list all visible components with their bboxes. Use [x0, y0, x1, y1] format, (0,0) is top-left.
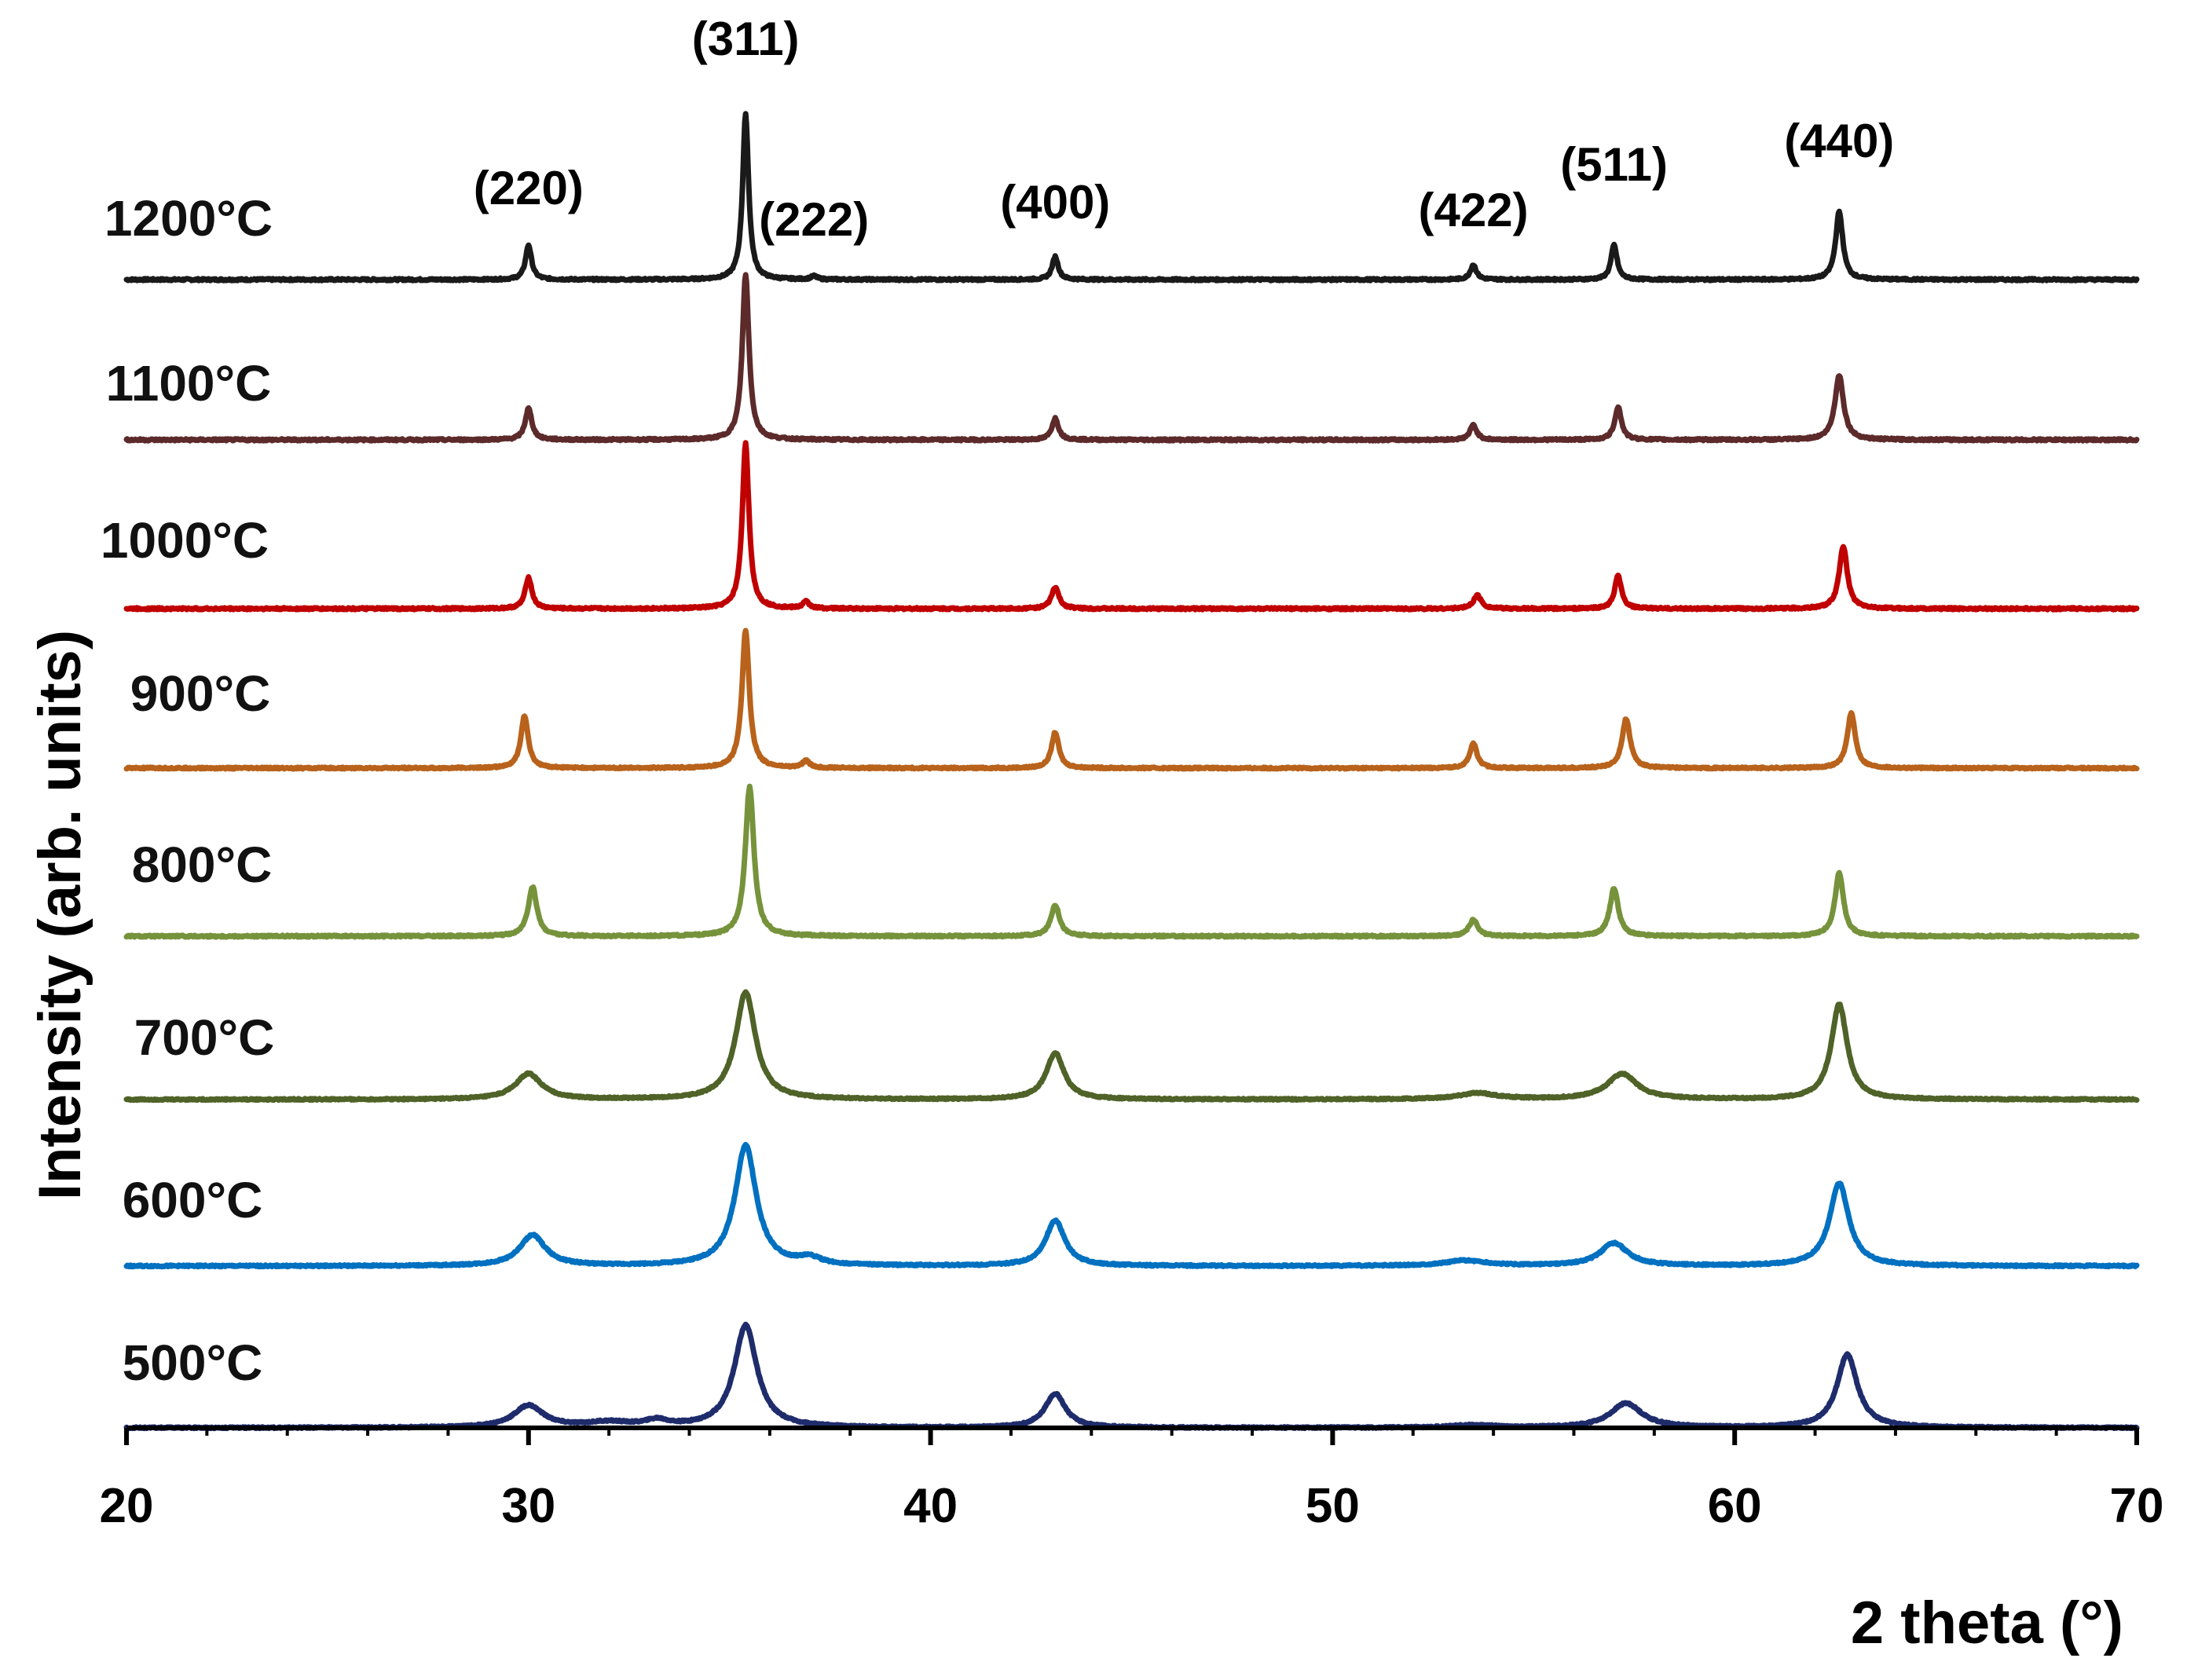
peak-label: (222): [759, 193, 869, 246]
series-label: 900°C: [130, 665, 271, 722]
series-label: 1200°C: [104, 190, 273, 247]
x-tick-label: 40: [903, 1479, 958, 1533]
x-tick-label: 70: [2110, 1479, 2164, 1533]
peak-label: (220): [474, 162, 584, 214]
series-line-600c: [123, 1141, 2140, 1270]
series-line-500c: [123, 1321, 2140, 1432]
x-tick-label: 30: [501, 1479, 555, 1533]
series-layer: [123, 111, 2140, 1432]
x-axis: 20 30 40 50 60 70: [100, 1426, 2164, 1533]
x-axis-title: 2 theta (°): [1851, 1590, 2123, 1656]
series-label: 1000°C: [101, 512, 269, 569]
peak-label: (400): [1000, 176, 1110, 229]
peak-label: (440): [1784, 115, 1894, 167]
x-tick-label: 60: [1708, 1479, 1762, 1533]
series-label: 600°C: [123, 1172, 263, 1228]
series-line-800c: [123, 783, 2140, 940]
series-line-700c: [123, 989, 2140, 1104]
series-label: 1100°C: [106, 355, 272, 412]
series-line-1200c: [123, 111, 2140, 284]
series-label: 500°C: [123, 1334, 263, 1391]
peak-label: (311): [692, 13, 800, 65]
series-line-1000c: [123, 440, 2140, 613]
x-tick-label: 50: [1306, 1479, 1360, 1533]
series-label: 700°C: [134, 1009, 275, 1066]
label-layer: 1200°C 1100°C 1000°C 900°C 800°C 700°C 600°C 50…: [101, 13, 1894, 1391]
series-line-900c: [123, 628, 2140, 772]
series-line-1100c: [123, 272, 2140, 444]
peak-label: (422): [1418, 184, 1528, 236]
series-label: 800°C: [132, 836, 273, 893]
y-axis-title: Intensity (arb. units): [27, 630, 93, 1200]
x-tick-label: 20: [100, 1479, 154, 1533]
peak-label: (511): [1560, 138, 1668, 191]
